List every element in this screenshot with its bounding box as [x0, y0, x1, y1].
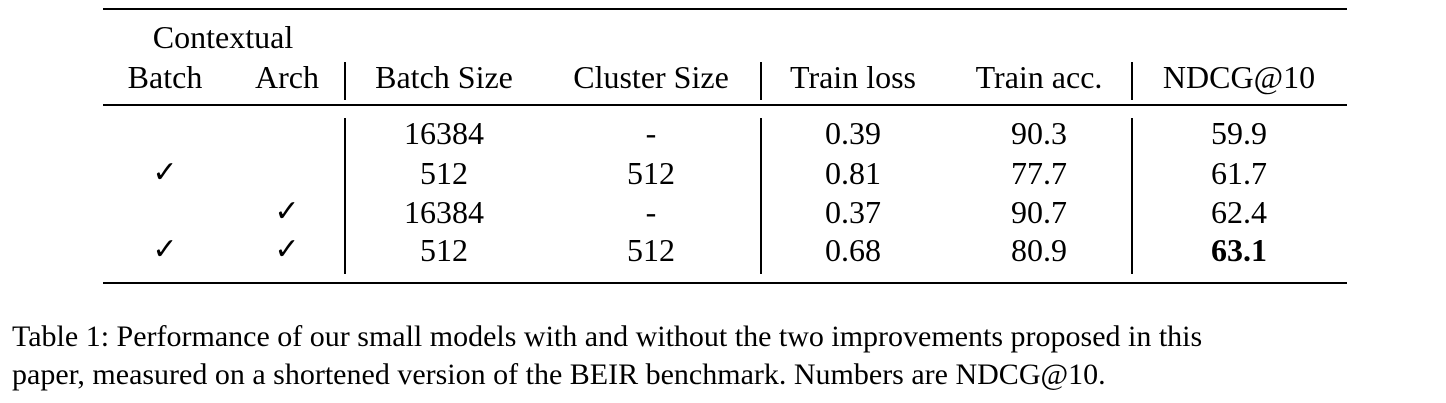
- column-separator: [1131, 62, 1133, 100]
- header-ndcg: NDCG@10: [1162, 59, 1316, 95]
- header-batch-size: Batch Size: [375, 59, 513, 95]
- train-acc-cell: 80.9: [1011, 232, 1067, 268]
- train-loss-cell: 0.68: [825, 232, 881, 268]
- header-batch: Batch: [127, 59, 203, 95]
- batch-check: ✓: [152, 155, 178, 190]
- train-loss-cell: 0.39: [825, 115, 881, 151]
- ndcg-cell: 61.7: [1211, 155, 1267, 191]
- batch-size-cell: 16384: [404, 115, 484, 151]
- caption-line-2: paper, measured on a shortened version o…: [12, 358, 1106, 391]
- table-header-rule: [103, 104, 1347, 106]
- cluster-size-cell: 512: [627, 155, 675, 191]
- batch-size-cell: 512: [420, 232, 468, 268]
- arch-check: ✓: [274, 232, 300, 267]
- cluster-size-cell: -: [645, 115, 657, 151]
- column-separator: [344, 118, 346, 274]
- train-acc-cell: 90.7: [1011, 194, 1067, 230]
- header-train-acc: Train acc.: [975, 59, 1103, 95]
- batch-check: ✓: [152, 232, 178, 267]
- arch-check: ✓: [274, 194, 300, 229]
- train-acc-cell: 77.7: [1011, 155, 1067, 191]
- column-separator: [344, 62, 346, 100]
- ndcg-cell-best: 63.1: [1211, 232, 1267, 268]
- batch-size-cell: 16384: [404, 194, 484, 230]
- caption-line-1: Table 1: Performance of our small models…: [12, 320, 1203, 353]
- table-caption: Table 1: Performance of our small models…: [12, 318, 1442, 394]
- cluster-size-cell: 512: [627, 232, 675, 268]
- train-acc-cell: 90.3: [1011, 115, 1067, 151]
- column-separator: [760, 118, 762, 274]
- header-train-loss: Train loss: [790, 59, 916, 95]
- ndcg-cell: 62.4: [1211, 194, 1267, 230]
- column-separator: [760, 62, 762, 100]
- train-loss-cell: 0.81: [825, 155, 881, 191]
- group-header-contextual: Contextual: [152, 19, 294, 55]
- cluster-size-cell: -: [645, 194, 657, 230]
- batch-size-cell: 512: [420, 155, 468, 191]
- header-arch: Arch: [255, 59, 319, 95]
- header-cluster-size: Cluster Size: [573, 59, 729, 95]
- table-bottom-rule: [103, 282, 1347, 284]
- train-loss-cell: 0.37: [825, 194, 881, 230]
- table-top-rule: [103, 8, 1347, 10]
- column-separator: [1131, 118, 1133, 274]
- ndcg-cell: 59.9: [1211, 115, 1267, 151]
